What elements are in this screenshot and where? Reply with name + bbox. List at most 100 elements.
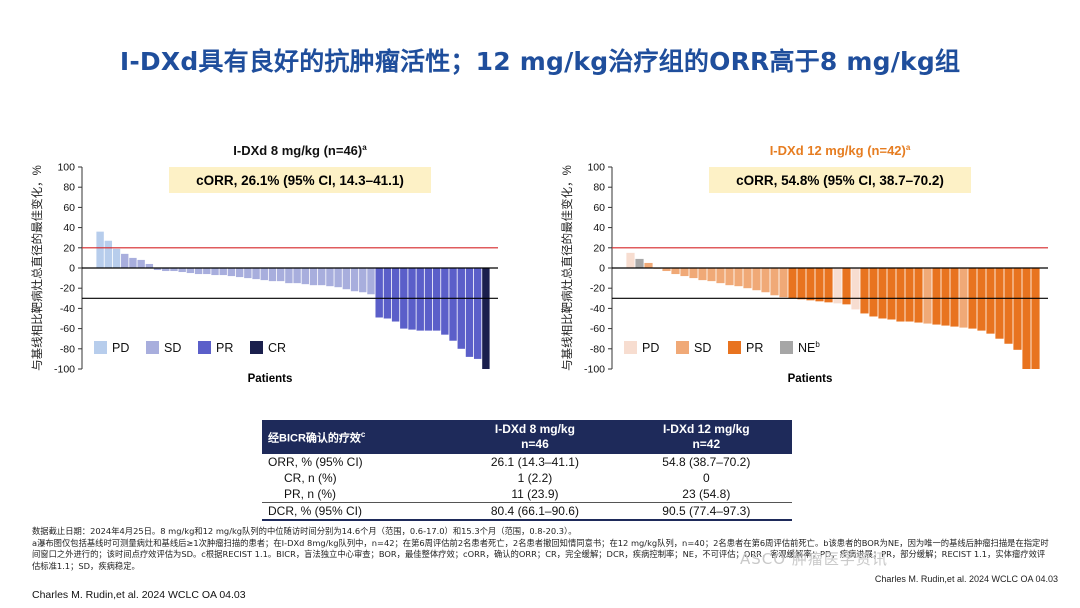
bar — [252, 268, 260, 280]
cell-8mg: 26.1 (14.3–41.1) — [490, 455, 579, 469]
bar — [96, 231, 104, 268]
bar — [860, 268, 869, 314]
bar — [170, 268, 178, 272]
bar — [797, 268, 806, 300]
chart-title: I-DXd 12 mg/kg (n=42)a — [770, 143, 911, 158]
cell-12mg: 23 (54.8) — [682, 487, 731, 501]
legend-label: CR — [268, 341, 286, 355]
bar — [301, 268, 310, 285]
table-row: DCR, % (95% CI) 80.4 (66.1–90.6) 90.5 (7… — [262, 502, 792, 521]
page-title: I-DXd具有良好的抗肿瘤活性；12 mg/kg治疗组的ORR高于8 mg/kg… — [119, 47, 961, 76]
legend-label: PD — [642, 341, 659, 355]
cell-8mg: 1 (2.2) — [517, 471, 553, 485]
bar — [716, 268, 725, 284]
bar — [905, 268, 914, 322]
bar — [153, 268, 162, 271]
y-tick-label: -60 — [590, 323, 605, 335]
bar — [1004, 268, 1013, 344]
bar — [465, 268, 474, 357]
bar — [995, 268, 1004, 339]
y-tick-label: 100 — [587, 162, 605, 174]
y-tick-label: -20 — [590, 283, 605, 295]
bar — [227, 268, 236, 277]
bar — [367, 268, 375, 295]
bar — [761, 268, 770, 293]
y-tick-label: 60 — [593, 202, 605, 214]
y-tick-label: 20 — [63, 242, 75, 254]
y-tick-label: 0 — [599, 263, 605, 275]
bar — [626, 252, 635, 268]
bar — [689, 268, 698, 279]
bar — [359, 268, 367, 293]
legend-swatch — [728, 341, 741, 354]
legend-swatch — [198, 341, 211, 354]
bar — [482, 268, 490, 369]
bar — [725, 268, 734, 286]
watermark: ASCO 肿瘤医学资讯 — [740, 550, 888, 568]
bar — [441, 268, 449, 335]
y-tick-label: -60 — [60, 323, 75, 335]
corr-box — [169, 167, 431, 193]
y-tick-label: 40 — [63, 222, 75, 234]
legend-label: PR — [216, 341, 233, 355]
row-label: PR, n (%) — [284, 487, 337, 501]
y-tick-label: 20 — [593, 242, 605, 254]
bar — [734, 268, 743, 287]
bar — [104, 240, 113, 268]
bar — [644, 262, 653, 268]
footnote-data-cutoff: 数据截止日期：2024年4月25日。8 mg/kg和12 mg/kg队列的中位随… — [32, 526, 577, 536]
bar — [112, 248, 121, 268]
bar — [326, 268, 334, 287]
x-axis-label: Patients — [248, 373, 293, 385]
legend-label: SD — [164, 341, 181, 355]
y-tick-label: -20 — [60, 283, 75, 295]
bar — [914, 268, 923, 323]
bar — [869, 268, 878, 317]
cell-12mg: 54.8 (38.7–70.2) — [662, 455, 751, 469]
bar — [235, 268, 244, 278]
bar — [244, 268, 252, 279]
bar — [941, 268, 950, 326]
y-tick-label: -100 — [54, 364, 75, 376]
chart-title: I-DXd 8 mg/kg (n=46)a — [233, 143, 367, 158]
cell-12mg: 0 — [702, 471, 710, 485]
table-header-label: 经BICR确认的疗效c — [268, 430, 366, 445]
bar — [680, 268, 689, 277]
bar — [833, 268, 842, 304]
bar — [698, 268, 707, 281]
bar — [260, 268, 268, 281]
bar — [432, 268, 441, 331]
bar — [203, 268, 211, 275]
footnote-definitions: a瀑布图仅包括基线时可测量病灶和基线后≥1次肿瘤扫描的患者；在I-DXd 8mg… — [32, 537, 1049, 571]
bar — [806, 268, 815, 301]
row-label: ORR, % (95% CI) — [268, 455, 363, 469]
bar — [923, 268, 932, 324]
legend-swatch — [624, 341, 637, 354]
table-row: PR, n (%) 11 (23.9) 23 (54.8) — [262, 486, 792, 503]
legend-label: PR — [746, 341, 763, 355]
bar — [878, 268, 887, 319]
legend-swatch — [250, 341, 263, 354]
x-axis-label: Patients — [788, 373, 833, 385]
citation-right: Charles M. Rudin,et al. 2024 WCLC OA 04.… — [874, 574, 1058, 584]
bar — [457, 268, 465, 349]
bar — [391, 268, 400, 322]
bar — [473, 268, 482, 359]
bar — [986, 268, 995, 334]
bar — [219, 268, 227, 276]
cell-8mg: 11 (23.9) — [511, 487, 559, 501]
bar — [707, 268, 716, 282]
bar — [268, 268, 277, 282]
bar — [375, 268, 383, 318]
bar — [770, 268, 779, 296]
legend-label: NEb — [798, 340, 820, 355]
efficacy-table: 经BICR确认的疗效c I-DXd 8 mg/kg n=46 I-DXd 12 … — [262, 420, 792, 521]
corr-text: cORR, 54.8% (95% CI, 38.7–70.2) — [736, 173, 944, 188]
y-tick-label: -100 — [584, 364, 605, 376]
bar — [635, 258, 644, 268]
bar — [121, 253, 129, 268]
bar — [449, 268, 457, 341]
bar — [887, 268, 896, 320]
corr-box — [709, 167, 971, 193]
waterfall-chart-12mg: 与基线相比靶病灶总直径的最佳变化，% I-DXd 12 mg/kg (n=42)a… — [560, 143, 1048, 385]
